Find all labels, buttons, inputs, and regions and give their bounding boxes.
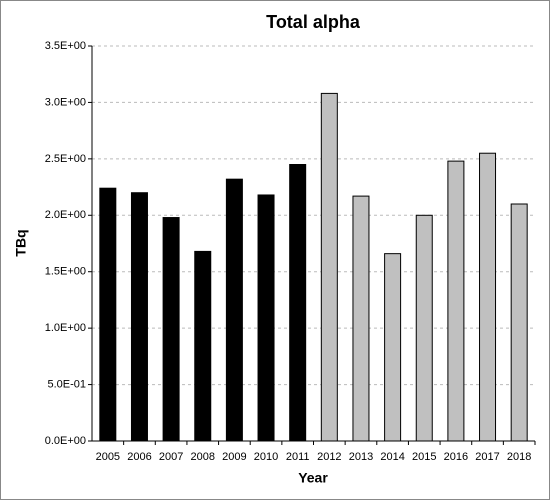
bar bbox=[415, 214, 433, 442]
x-tick-label: 2016 bbox=[444, 451, 468, 463]
bar bbox=[289, 164, 307, 442]
bar bbox=[225, 178, 243, 442]
bar bbox=[130, 192, 148, 442]
x-tick-label: 2012 bbox=[317, 451, 341, 463]
y-tick-label: 0.0E+00 bbox=[45, 435, 86, 447]
x-tick-label: 2015 bbox=[412, 451, 436, 463]
x-tick-label: 2013 bbox=[349, 451, 373, 463]
bar bbox=[99, 187, 117, 442]
x-tick-label: 2009 bbox=[222, 451, 246, 463]
chart-title: Total alpha bbox=[266, 12, 361, 32]
y-tick-label: 3.0E+00 bbox=[45, 96, 86, 108]
bar bbox=[479, 152, 497, 442]
x-axis-label: Year bbox=[298, 470, 328, 486]
y-axis-label: TBq bbox=[13, 229, 29, 256]
y-tick-label: 3.5E+00 bbox=[45, 40, 86, 52]
bar bbox=[447, 160, 465, 442]
y-tick-label: 1.5E+00 bbox=[45, 266, 86, 278]
y-tick-label: 1.0E+00 bbox=[45, 322, 86, 334]
bar bbox=[194, 250, 212, 442]
bar bbox=[162, 217, 180, 442]
bar bbox=[320, 92, 338, 442]
y-tick-label: 5.0E-01 bbox=[47, 378, 86, 390]
bar bbox=[510, 203, 528, 442]
x-tick-label: 2017 bbox=[475, 451, 499, 463]
bar bbox=[352, 195, 370, 442]
x-tick-label: 2014 bbox=[380, 451, 404, 463]
x-tick-label: 2006 bbox=[127, 451, 151, 463]
x-tick-label: 2011 bbox=[286, 451, 310, 463]
x-tick-label: 2005 bbox=[96, 451, 120, 463]
x-tick-label: 2008 bbox=[191, 451, 215, 463]
x-tick-label: 2007 bbox=[159, 451, 183, 463]
bar bbox=[384, 253, 402, 442]
x-tick-label: 2018 bbox=[507, 451, 531, 463]
y-tick-label: 2.5E+00 bbox=[45, 153, 86, 165]
x-tick-label: 2010 bbox=[254, 451, 278, 463]
y-tick-label: 2.0E+00 bbox=[45, 209, 86, 221]
bar bbox=[257, 194, 275, 442]
